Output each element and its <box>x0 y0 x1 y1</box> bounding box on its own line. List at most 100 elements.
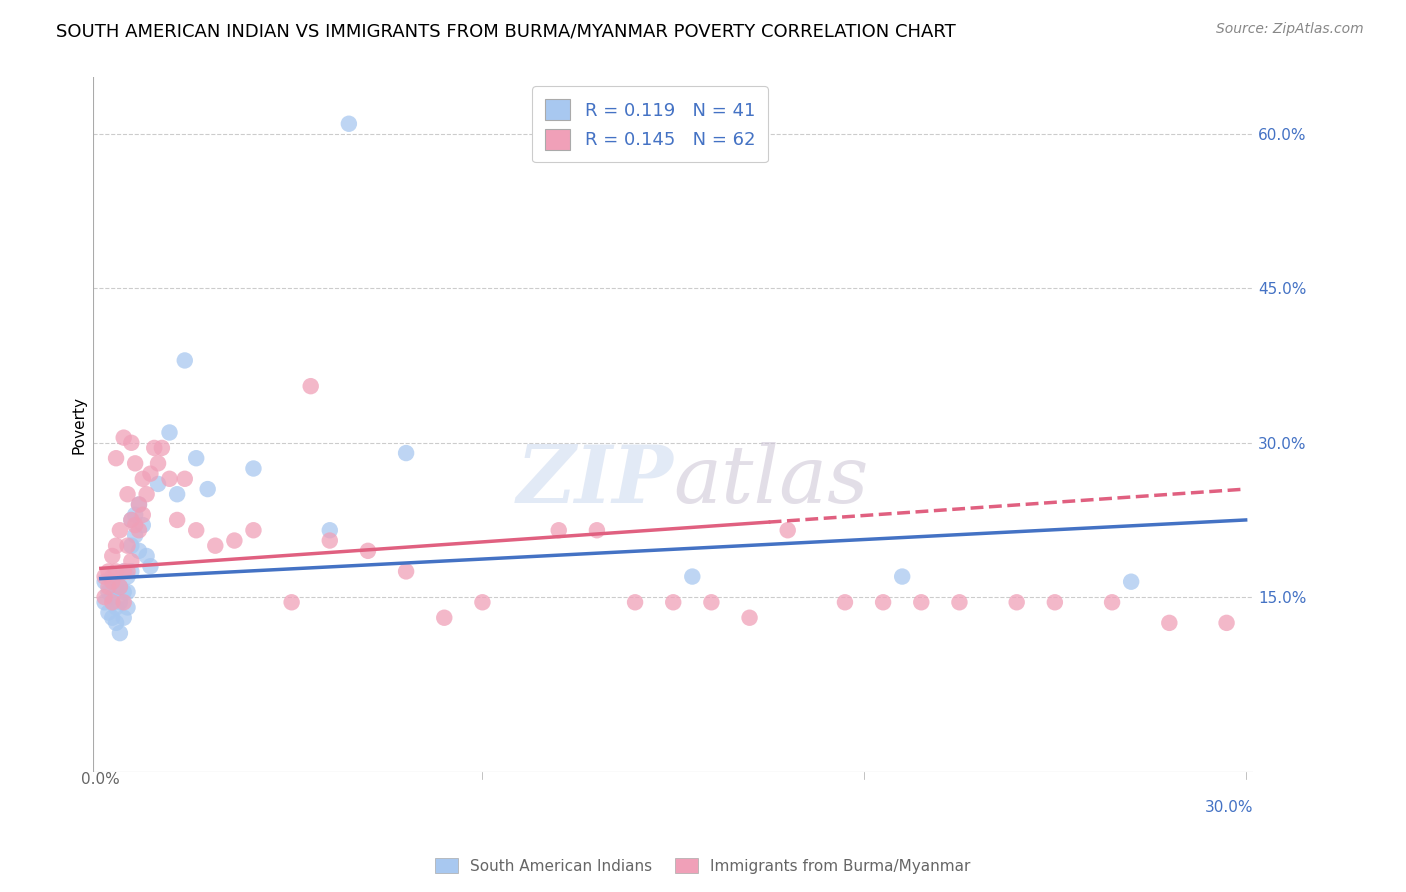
Point <box>173 353 195 368</box>
Point <box>120 513 142 527</box>
Y-axis label: Poverty: Poverty <box>72 396 86 454</box>
Point <box>146 456 169 470</box>
Point <box>108 523 131 537</box>
Point <box>1005 595 1028 609</box>
Point <box>128 498 150 512</box>
Point <box>776 523 799 537</box>
Point <box>108 580 131 594</box>
Point <box>105 580 128 594</box>
Point <box>117 585 139 599</box>
Point <box>93 590 115 604</box>
Legend: South American Indians, Immigrants from Burma/Myanmar: South American Indians, Immigrants from … <box>429 852 977 880</box>
Point <box>112 431 135 445</box>
Point <box>1159 615 1181 630</box>
Point <box>319 533 342 548</box>
Point <box>139 467 162 481</box>
Point <box>117 569 139 583</box>
Point <box>105 565 128 579</box>
Point <box>186 451 208 466</box>
Point <box>586 523 609 537</box>
Point <box>132 518 155 533</box>
Point <box>143 441 166 455</box>
Point <box>891 569 914 583</box>
Point <box>108 595 131 609</box>
Point <box>337 117 360 131</box>
Point <box>117 487 139 501</box>
Point <box>299 379 322 393</box>
Point <box>224 533 246 548</box>
Point <box>159 425 181 440</box>
Point <box>112 595 135 609</box>
Text: 0.0%: 0.0% <box>82 772 120 787</box>
Point <box>395 446 418 460</box>
Point <box>112 565 135 579</box>
Point <box>948 595 970 609</box>
Point <box>97 565 120 579</box>
Point <box>105 615 128 630</box>
Point <box>242 461 264 475</box>
Point <box>117 539 139 553</box>
Point <box>159 472 181 486</box>
Point <box>120 513 142 527</box>
Point <box>834 595 856 609</box>
Point <box>112 611 135 625</box>
Point <box>101 569 124 583</box>
Point <box>471 595 494 609</box>
Point <box>105 539 128 553</box>
Point <box>395 565 418 579</box>
Point <box>120 539 142 553</box>
Point <box>105 600 128 615</box>
Point <box>120 565 142 579</box>
Point <box>872 595 894 609</box>
Point <box>117 565 139 579</box>
Point <box>357 544 380 558</box>
Point <box>124 518 146 533</box>
Point <box>433 611 456 625</box>
Point <box>624 595 647 609</box>
Point <box>101 590 124 604</box>
Legend: R = 0.119   N = 41, R = 0.145   N = 62: R = 0.119 N = 41, R = 0.145 N = 62 <box>533 87 768 162</box>
Point <box>132 472 155 486</box>
Point <box>681 569 703 583</box>
Point <box>101 611 124 625</box>
Point <box>97 585 120 599</box>
Point <box>146 477 169 491</box>
Point <box>117 600 139 615</box>
Text: SOUTH AMERICAN INDIAN VS IMMIGRANTS FROM BURMA/MYANMAR POVERTY CORRELATION CHART: SOUTH AMERICAN INDIAN VS IMMIGRANTS FROM… <box>56 22 956 40</box>
Point <box>112 565 135 579</box>
Point <box>139 559 162 574</box>
Point <box>124 456 146 470</box>
Point <box>101 595 124 609</box>
Point <box>173 472 195 486</box>
Point <box>120 435 142 450</box>
Point <box>186 523 208 537</box>
Point <box>93 569 115 583</box>
Point <box>319 523 342 537</box>
Point <box>108 626 131 640</box>
Point <box>738 611 761 625</box>
Point <box>93 595 115 609</box>
Point <box>1101 595 1123 609</box>
Text: ZIP: ZIP <box>516 442 673 519</box>
Point <box>97 580 120 594</box>
Point <box>197 482 219 496</box>
Point <box>124 508 146 522</box>
Text: atlas: atlas <box>673 442 869 519</box>
Point <box>150 441 173 455</box>
Point <box>112 585 135 599</box>
Point <box>128 523 150 537</box>
Point <box>700 595 723 609</box>
Point <box>128 544 150 558</box>
Point <box>108 580 131 594</box>
Point <box>101 549 124 563</box>
Point <box>1121 574 1143 589</box>
Point <box>662 595 685 609</box>
Point <box>124 528 146 542</box>
Point <box>105 451 128 466</box>
Point <box>280 595 302 609</box>
Point <box>135 487 157 501</box>
Point <box>242 523 264 537</box>
Point <box>101 574 124 589</box>
Point <box>1215 615 1237 630</box>
Text: 30.0%: 30.0% <box>1205 800 1253 815</box>
